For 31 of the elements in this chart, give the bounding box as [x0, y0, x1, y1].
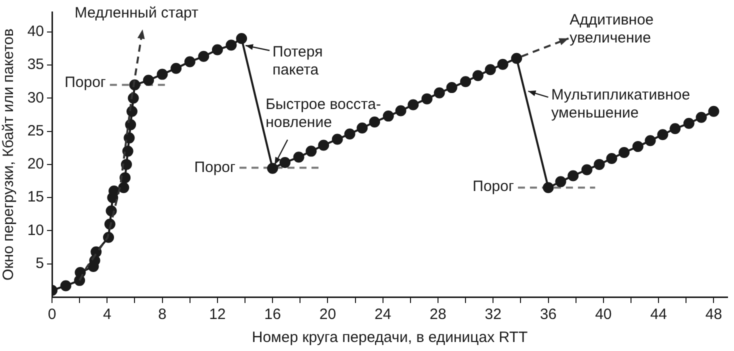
- annotation: Порог: [472, 178, 514, 195]
- annotation: Аддитивное увеличение: [570, 12, 654, 47]
- x-tick-label: 16: [264, 306, 281, 324]
- y-tick-label: 10: [27, 222, 44, 239]
- x-tick-label: 28: [430, 306, 446, 324]
- x-tick-label: 48: [705, 306, 722, 324]
- x-tick-label: 24: [374, 306, 392, 324]
- annotation: Порог: [194, 158, 236, 176]
- x-axis-title: Номер круга передачи, в единицах RTT: [252, 329, 528, 346]
- annotation: Быстрое восста- новление: [266, 96, 381, 131]
- x-tick-label: 36: [540, 306, 557, 324]
- annotation: Порог: [64, 74, 106, 92]
- y-tick-label: 25: [27, 122, 44, 140]
- y-axis-title: Окно перегрузки, Кбайт или пакетов: [0, 28, 18, 280]
- y-tick-label: 5: [36, 255, 44, 272]
- y-tick-label: 40: [27, 23, 44, 40]
- x-tick-label: 12: [209, 306, 226, 324]
- x-tick-label: 32: [484, 306, 502, 324]
- y-tick-label: 35: [27, 56, 44, 74]
- x-tick-label: 4: [102, 306, 112, 324]
- annotation: Потеря пакета: [272, 44, 323, 79]
- annotation: Медленный старт: [74, 4, 199, 22]
- x-tick-label: 8: [158, 306, 166, 324]
- annotation: Мультипликативное уменьшение: [551, 86, 690, 122]
- x-tick-label: 44: [650, 306, 667, 324]
- x-tick-label: 40: [595, 306, 612, 324]
- y-tick-label: 20: [27, 156, 44, 173]
- y-tick-label: 30: [27, 89, 44, 106]
- x-tick-label: 0: [48, 306, 56, 324]
- y-tick-label: 15: [27, 188, 44, 206]
- x-tick-label: 20: [319, 306, 336, 324]
